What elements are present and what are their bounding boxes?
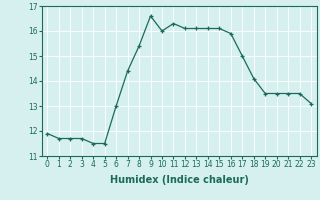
X-axis label: Humidex (Indice chaleur): Humidex (Indice chaleur) <box>110 175 249 185</box>
